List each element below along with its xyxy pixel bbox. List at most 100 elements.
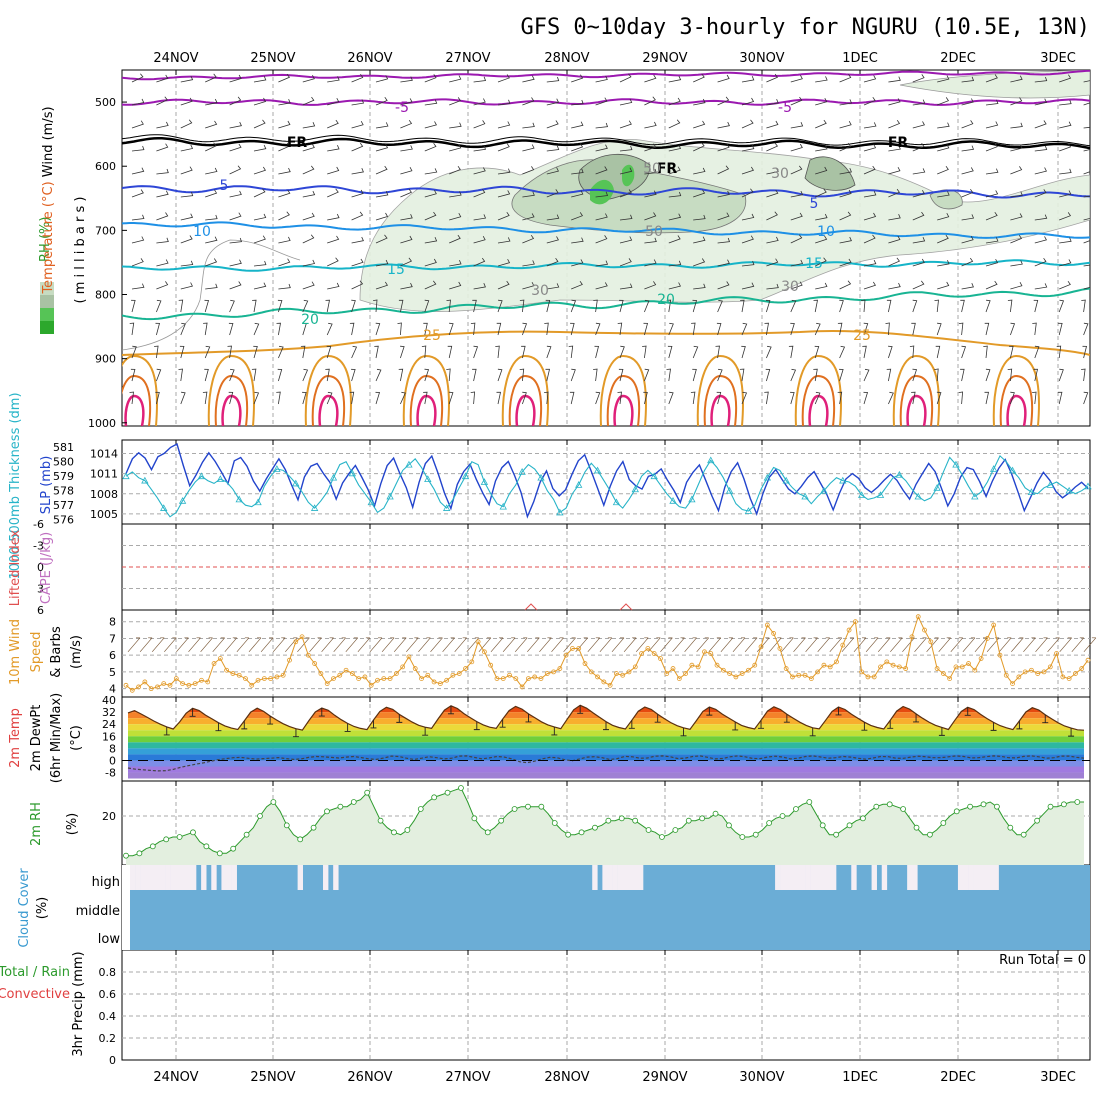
wind-barb [619,214,633,221]
thickness-y-tick-label: 581 [53,441,74,454]
wind-barb [571,74,584,83]
bottom-date-label: 29NOV [642,1070,687,1085]
temp-band [128,705,1084,707]
wind-barb [449,75,462,83]
wind-barb [497,143,510,152]
rh-marker [618,815,625,822]
wind-barb [839,99,853,106]
wind-y-tick-label: 6 [109,649,116,662]
wind-speed-marker [815,669,821,675]
wind-barb [717,299,723,313]
wind-speed-marker [1016,674,1022,680]
wind-barb [985,143,998,152]
diurnal-isotherm-loop [794,354,842,426]
wind-barb [863,368,870,382]
wind-speed-marker [576,646,582,651]
wind-barb [180,144,194,152]
wind-speed-marker [991,622,997,628]
temp-minmax-bar [1042,714,1049,724]
wind-barb [888,257,901,267]
diurnal-isotherm-loop [214,374,249,426]
wind-barb-10m [127,637,141,653]
rh-marker [444,789,451,796]
wind-barb [424,280,437,290]
rh-marker [1020,831,1027,838]
wind-barb [522,282,535,290]
wind-barb [644,121,657,129]
wind-barb [205,98,218,106]
wind-barb [693,189,706,198]
diurnal-isotherm-loop [124,394,145,426]
wind-speed-marker [928,639,934,645]
wind-barb [617,322,623,336]
wind-speed-marker [739,671,745,676]
wind-barb [278,142,291,152]
wind-barb [1059,121,1072,129]
wind-barb [325,368,330,382]
slp-thickness-panel [122,442,1092,519]
wind-barb-10m [853,637,867,653]
wind-barb [400,145,413,152]
wind-barb [936,322,942,336]
wind-barb [888,76,901,83]
wind-barb [644,299,650,313]
wind-speed-marker [173,676,179,681]
wind-barb [544,391,549,405]
thickness-marker [725,486,734,494]
wind-barb [205,73,217,83]
wind-barb [644,74,657,83]
wind-barb [470,391,476,405]
wind-barb [619,73,632,83]
wind-barb [1033,299,1039,313]
ylabel-temp-wind: Temperature (°C) Wind (m/s) [41,106,56,294]
wind-barb [302,143,315,152]
wind-barb [546,76,560,83]
wind-barb [985,368,991,382]
wind-barb [668,191,682,198]
wind-barb [790,96,803,106]
wind-barb [229,281,242,290]
wind-barb [497,280,510,290]
wind-barb [351,368,356,382]
thickness-marker [216,475,224,483]
wind-barb [253,322,260,336]
wind-barb-10m [551,637,564,653]
wind-speed-marker [456,671,462,676]
cloud-high-gap [185,865,192,890]
wind-barb [595,322,601,336]
wind-barb [813,299,818,313]
wind-barb [741,144,755,152]
wind-barb [1056,345,1062,359]
wind-barb [571,168,584,175]
wind-barb [717,165,730,175]
wind-speed-marker [909,634,915,640]
wind-barb-10m [212,637,225,653]
wind-barb [1010,75,1023,83]
isotherm-freezing [122,137,1090,150]
wind-barb [912,99,926,106]
cloud-high-gap [790,865,796,890]
thickness-marker [480,478,489,485]
bottom-date-label: 28NOV [544,1070,589,1085]
rh-marker [994,803,1000,810]
wind-barb [398,299,404,313]
bottom-date-label: 30NOV [739,1070,784,1085]
wind-barb [619,345,625,359]
wind-barb [1009,345,1014,359]
wind-speed-marker [714,662,720,668]
wind-barb-10m [1059,637,1072,653]
precip-y-tick-label: 0.2 [99,1032,117,1045]
wind-barb [522,144,535,152]
wind-barb [1081,299,1086,313]
panel-frame-upper [121,69,1091,427]
top-date-label: 1DEC [842,51,878,66]
wind-barb [961,98,974,106]
wind-barb [278,345,284,359]
cloud-high-gap [135,865,141,890]
wind-barb [570,299,577,313]
cloud-high-gap [226,865,232,890]
temp-minmax-bar [680,727,687,737]
wind-barb [351,211,364,221]
wind-barb [448,391,454,405]
cloud-high-gap [617,865,623,890]
